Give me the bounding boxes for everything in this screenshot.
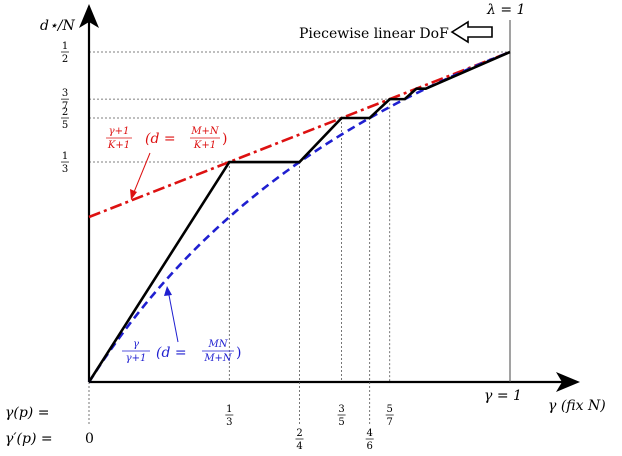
tick-denominator: 7 [387,417,393,428]
red-mid: (d = [145,131,176,147]
tick-denominator: 2 [62,54,68,65]
tick-numerator: 2 [296,428,302,439]
blue-pointer [167,289,179,343]
origin-label: 0 [85,431,94,447]
y-tick-label: 13 [61,151,69,175]
tick-denominator: 3 [62,164,68,175]
tick-denominator: 4 [296,441,302,452]
blue-pointer-arrow-icon [164,286,172,296]
x-tick-gamma-label: 35 [337,404,346,428]
tick-numerator: 5 [387,404,393,415]
blue-frac2-num: MN [208,339,229,350]
row-label-gamma: γ(p) = [5,405,49,421]
red-curve-label: γ+1 K+1 (d = M+N K+1 ) [106,126,227,151]
y-tick-label: 37 [61,88,69,112]
annotation-label: Piecewise linear DoF [299,26,449,42]
x-tick-gamma-prime-label: 46 [365,428,374,452]
series-layer [87,50,511,383]
red-pointer-arrow-icon [130,189,137,200]
axes [79,4,580,392]
blue-frac1-den: γ+1 [126,353,147,364]
tick-numerator: 1 [62,41,68,52]
blue-curve-label: γ γ+1 (d = MN M+N ) [122,339,241,364]
series-blue-line [87,50,511,383]
x-tick-gamma-prime-label: 24 [295,428,304,452]
red-frac2-den: K+1 [193,140,216,151]
tick-numerator: 4 [366,428,372,439]
y-tick-label: 12 [61,41,69,65]
y-axis-arrow-icon [79,4,99,28]
blue-mid: (d = [156,345,187,361]
guide-lines [88,51,510,425]
series-red-line [88,50,511,219]
tick-denominator: 7 [62,101,68,112]
y-axis-label: d⋆/N [40,18,75,34]
tick-numerator: 3 [338,404,344,415]
red-frac2-num: M+N [190,126,220,137]
tick-denominator: 3 [226,417,232,428]
tick-denominator: 5 [62,120,68,131]
x-axis-arrow-icon [556,372,580,392]
tick-numerator: 2 [62,107,68,118]
row-label-gamma-prime: γ′(p) = [5,431,53,447]
tick-numerator: 3 [62,88,68,99]
series-piecewise-line [87,50,511,383]
red-pointer [131,152,151,198]
hollow-left-arrow-icon [450,20,493,44]
blue-frac1-num: γ [133,339,139,350]
x-axis-label: γ (fix N) [548,398,606,414]
blue-frac2-den: M+N [203,353,233,364]
x-tick-gamma-label: 57 [385,404,394,428]
tick-denominator: 5 [338,417,344,428]
blue-close: ) [236,345,241,361]
red-frac1-num: γ+1 [109,126,130,137]
tick-numerator: 1 [62,151,68,162]
x-tick-gamma-label: 13 [225,404,234,428]
tick-denominator: 6 [366,441,372,452]
tick-numerator: 1 [226,404,232,415]
lambda-label: λ = 1 [486,2,525,18]
red-close: ) [222,131,227,147]
y-tick-label: 25 [61,107,69,131]
gamma-end-label: γ = 1 [484,388,522,404]
red-frac1-den: K+1 [107,140,130,151]
